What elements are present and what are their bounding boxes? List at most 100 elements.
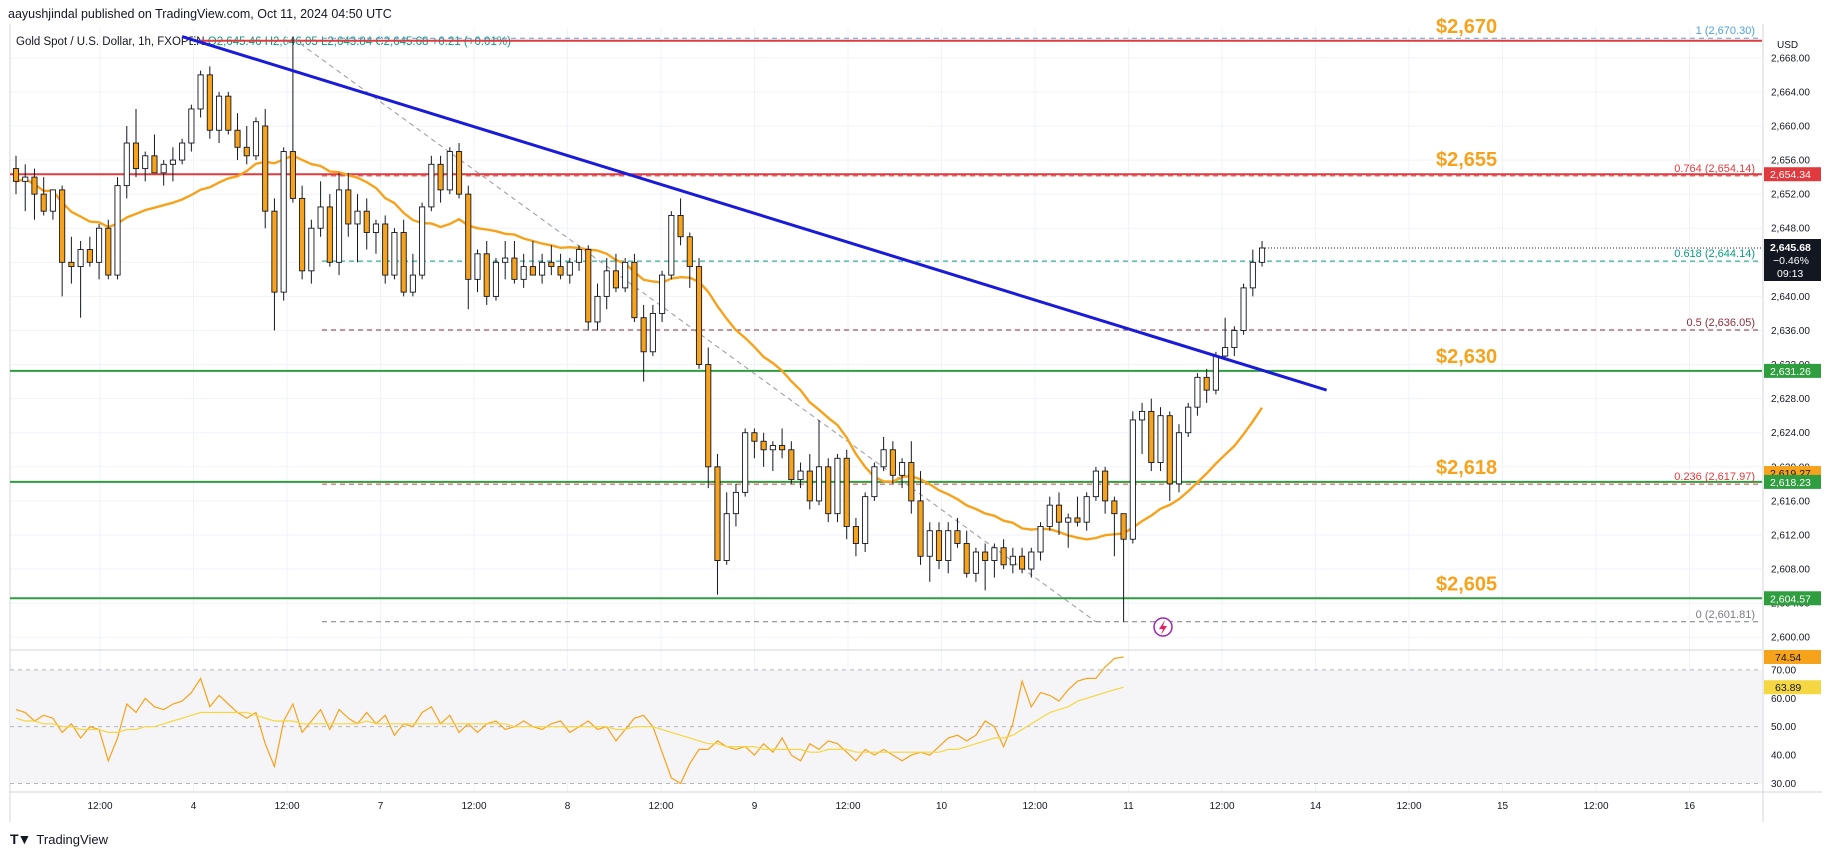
candle [123,125,130,199]
candle-down [363,210,370,233]
last-price-countdown: 09:13 [1777,268,1803,280]
candle [308,219,315,284]
level-label: $2,630 [1436,346,1497,368]
candle [372,219,380,254]
symbol-name[interactable]: Gold Spot / U.S. Dollar, 1h, FXOPEN [16,36,205,48]
candle-down [825,466,832,515]
price-axis[interactable]: 2,668.00 2,664.00 2,660.00 2,656.00 2,652.00… [1771,40,1810,644]
candle-up [252,121,260,157]
candle [1194,373,1201,416]
candle-up [1028,551,1035,570]
candle [852,517,859,557]
candle-up [769,445,776,451]
candle [742,428,749,497]
level-label: $2,655 [1436,149,1497,171]
candle [40,177,47,216]
rsi-tick-label: 30.00 [1771,779,1796,790]
candle-up [575,249,583,263]
candle [299,185,306,280]
tradingview-logo-icon[interactable]: T▼ [10,831,31,847]
candle-down [954,530,961,544]
candle [520,253,527,288]
time-tick-label: 12:00 [461,801,486,812]
candle [935,522,943,570]
last-price-change: −0.46% [1773,255,1809,267]
candle-down [262,125,269,212]
candle [557,253,564,280]
candle-up [77,249,84,268]
candle-up [354,210,361,225]
candle [991,543,998,578]
time-tick-label: 12:00 [87,801,112,812]
candle-down [465,193,472,280]
price-tick-label: 2,660.00 [1771,121,1810,132]
candle-down [345,189,352,225]
time-tick-label: 12:00 [835,801,860,812]
candle-up [96,227,103,263]
price-tag-bg [1764,363,1821,378]
candle-up [1212,355,1219,391]
candle-up [1139,410,1146,421]
level-label: $2,670 [1436,16,1497,38]
candle [391,228,398,280]
candle [289,36,296,203]
rsi-panel[interactable]: 70.00 60.00 50.00 40.00 30.00 74.54 63.89 [10,649,1821,790]
candle [982,543,989,591]
support-resistance-levels: $2,670 $2,655 $2,630 $2,618 $2,605 [10,16,1762,600]
footer-brand[interactable]: TradingView [36,831,108,847]
ohlc-high: H2,646.05 [264,36,318,48]
candle-up [123,142,130,187]
time-tick-label: 12:00 [1209,801,1234,812]
candle-up [871,466,878,498]
candle [788,441,795,484]
candle-down [640,317,647,353]
candle-up [1185,406,1192,434]
candle [225,91,232,135]
candle [511,241,518,284]
descending-trendline [181,35,1328,392]
candle [160,160,167,186]
footer: T▼ TradingView [10,831,108,847]
candle [1148,398,1155,472]
candle [539,253,546,284]
candle [899,458,906,489]
price-tag-bg [1764,167,1821,182]
time-axis[interactable]: 12:00 4 12:00 7 12:00 8 12:00 9 12:00 10 12:00 11 12… [87,801,1695,812]
price-tick-label: 2,616.00 [1771,496,1810,507]
candle-down [437,163,444,191]
price-tag-label: 2,618.23 [1770,477,1811,489]
candle-down [151,155,158,174]
candle-up [566,261,573,276]
candle-up [160,163,167,174]
candle-up [723,513,730,561]
candle-up [1065,517,1072,523]
candle-up [428,163,435,208]
candle [751,428,758,459]
price-tick-label: 2,640.00 [1771,292,1810,303]
candle-up [991,547,998,561]
candle [12,155,20,195]
candle [483,241,490,305]
candle [446,147,453,195]
candle-down [917,500,924,557]
rsi-ma-tag-bg [1764,680,1821,695]
candle [216,91,223,144]
candle-down [271,210,278,293]
candle-up [474,253,481,280]
candle [889,441,896,484]
time-tick-label: 14 [1310,801,1322,812]
candle [548,245,555,276]
candle-up [188,108,195,144]
candle-down [760,440,767,451]
event-lightning-icon[interactable] [1153,617,1173,637]
time-tick-label: 12:00 [1583,801,1608,812]
candle-down [12,168,20,182]
candle [271,198,278,331]
candle-up [1175,432,1183,485]
fib-label: 0.5 (2,636.05) [1687,317,1756,329]
rsi-band [10,669,1762,784]
candle [806,454,813,510]
candle [732,483,739,527]
candle [252,117,260,161]
